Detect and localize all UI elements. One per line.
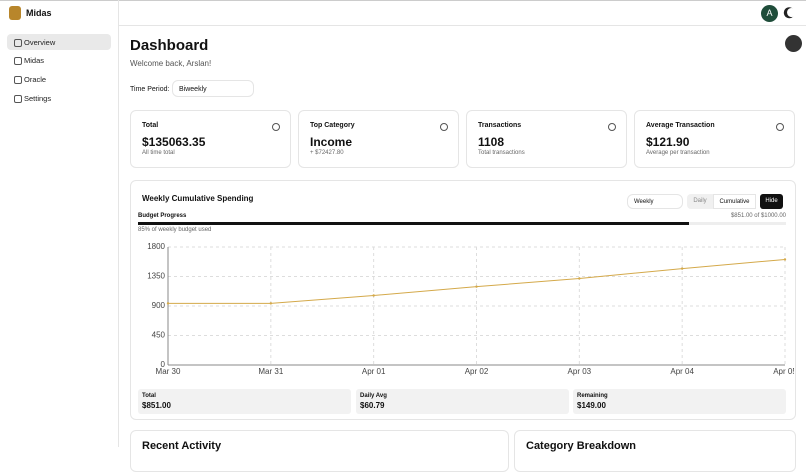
stat-label: Remaining bbox=[577, 393, 608, 399]
card-label: Transactions bbox=[478, 122, 522, 129]
card-value: $135063.35 bbox=[142, 135, 206, 149]
stat-card bbox=[298, 110, 459, 168]
point bbox=[166, 302, 170, 305]
stat-value: $60.79 bbox=[360, 401, 385, 410]
stat-box bbox=[138, 389, 351, 414]
nav-item[interactable]: Oracle bbox=[24, 75, 47, 84]
chart-panel bbox=[130, 180, 796, 420]
point bbox=[680, 267, 684, 270]
y-tick-label: 1350 bbox=[147, 272, 165, 281]
budget-amount: $851.00 of $1000.00 bbox=[730, 213, 786, 219]
nav-icon bbox=[14, 95, 22, 103]
stat-card bbox=[130, 110, 291, 168]
theme-toggle[interactable] bbox=[786, 7, 798, 19]
budget-track bbox=[138, 222, 786, 225]
x-tick-label: Apr 01 bbox=[362, 367, 386, 376]
logo bbox=[9, 6, 21, 20]
point bbox=[578, 277, 581, 280]
x-tick-label: Apr 02 bbox=[465, 367, 489, 376]
card-note: All time total bbox=[142, 150, 175, 156]
card-value: Income bbox=[310, 135, 353, 149]
card-icon bbox=[608, 123, 616, 131]
card-value: 1108 bbox=[478, 135, 505, 149]
topbar-border bbox=[119, 25, 806, 26]
point bbox=[475, 285, 478, 288]
x-tick-label: Apr 05 bbox=[773, 367, 794, 376]
avatar[interactable]: A bbox=[761, 5, 778, 22]
card-icon bbox=[272, 123, 280, 131]
card-note: Average per transaction bbox=[646, 150, 710, 156]
stat-box bbox=[356, 389, 569, 414]
card-note: + $72427.80 bbox=[310, 150, 344, 156]
point bbox=[372, 294, 375, 297]
subtitle: Welcome back, Arslan! bbox=[130, 59, 212, 68]
nav-active bbox=[7, 34, 111, 50]
nav-icon bbox=[14, 76, 22, 84]
stat-value: $851.00 bbox=[142, 401, 171, 410]
x-tick-label: Apr 04 bbox=[670, 367, 694, 376]
y-tick-label: 450 bbox=[152, 331, 166, 340]
card-label: Average Transaction bbox=[646, 122, 715, 129]
fab[interactable] bbox=[785, 35, 802, 52]
chart: 0 450 900 1350 1800 Mar 30 Mar 31 Apr 01 Apr 02 A… bbox=[147, 242, 794, 376]
sidebar-border bbox=[118, 0, 119, 447]
budget-label: Budget Progress bbox=[138, 213, 187, 219]
point bbox=[783, 258, 787, 261]
point bbox=[269, 302, 273, 305]
hide-button[interactable]: Hide bbox=[760, 194, 783, 209]
x-tick-label: Mar 31 bbox=[258, 367, 283, 376]
stat-card bbox=[634, 110, 795, 168]
y-tick-label: 1800 bbox=[147, 242, 165, 251]
stat-box bbox=[573, 389, 786, 414]
card-icon bbox=[440, 123, 448, 131]
nav-icon bbox=[14, 39, 22, 47]
stat-label: Total bbox=[142, 393, 156, 399]
card-icon bbox=[776, 123, 784, 131]
period-select[interactable]: Biweekly bbox=[172, 80, 254, 97]
top-edge bbox=[0, 0, 806, 1]
stat-card bbox=[466, 110, 627, 168]
stat-value: $149.00 bbox=[577, 401, 606, 410]
page-title: Dashboard bbox=[130, 37, 209, 54]
x-tick-label: Apr 03 bbox=[568, 367, 592, 376]
budget-note: 85% of weekly budget used bbox=[138, 227, 212, 233]
range-select[interactable]: Weekly bbox=[627, 194, 683, 209]
card-label: Total bbox=[142, 122, 159, 129]
stat-label: Daily Avg bbox=[360, 393, 387, 399]
y-tick-label: 900 bbox=[152, 301, 166, 310]
card-note: Total transactions bbox=[478, 150, 525, 156]
toggle-daily[interactable]: Daily bbox=[687, 194, 713, 209]
card-value: $121.90 bbox=[646, 135, 690, 149]
period-label: Time Period: bbox=[130, 86, 170, 93]
nav-item[interactable]: Midas bbox=[24, 56, 45, 65]
category-title: Category Breakdown bbox=[526, 440, 637, 452]
y-tick-label: 0 bbox=[161, 360, 166, 369]
x-tick-label: Mar 30 bbox=[156, 367, 181, 376]
nav-item[interactable]: Overview bbox=[24, 38, 56, 47]
card-label: Top Category bbox=[310, 122, 355, 129]
activity-title: Recent Activity bbox=[142, 440, 222, 452]
panel-title: Weekly Cumulative Spending bbox=[142, 194, 254, 203]
nav-item[interactable]: Settings bbox=[24, 94, 52, 103]
budget-fill bbox=[138, 222, 689, 225]
toggle-cumulative[interactable]: Cumulative bbox=[713, 194, 756, 209]
nav-icon bbox=[14, 57, 22, 65]
app-name: Midas bbox=[26, 8, 52, 18]
